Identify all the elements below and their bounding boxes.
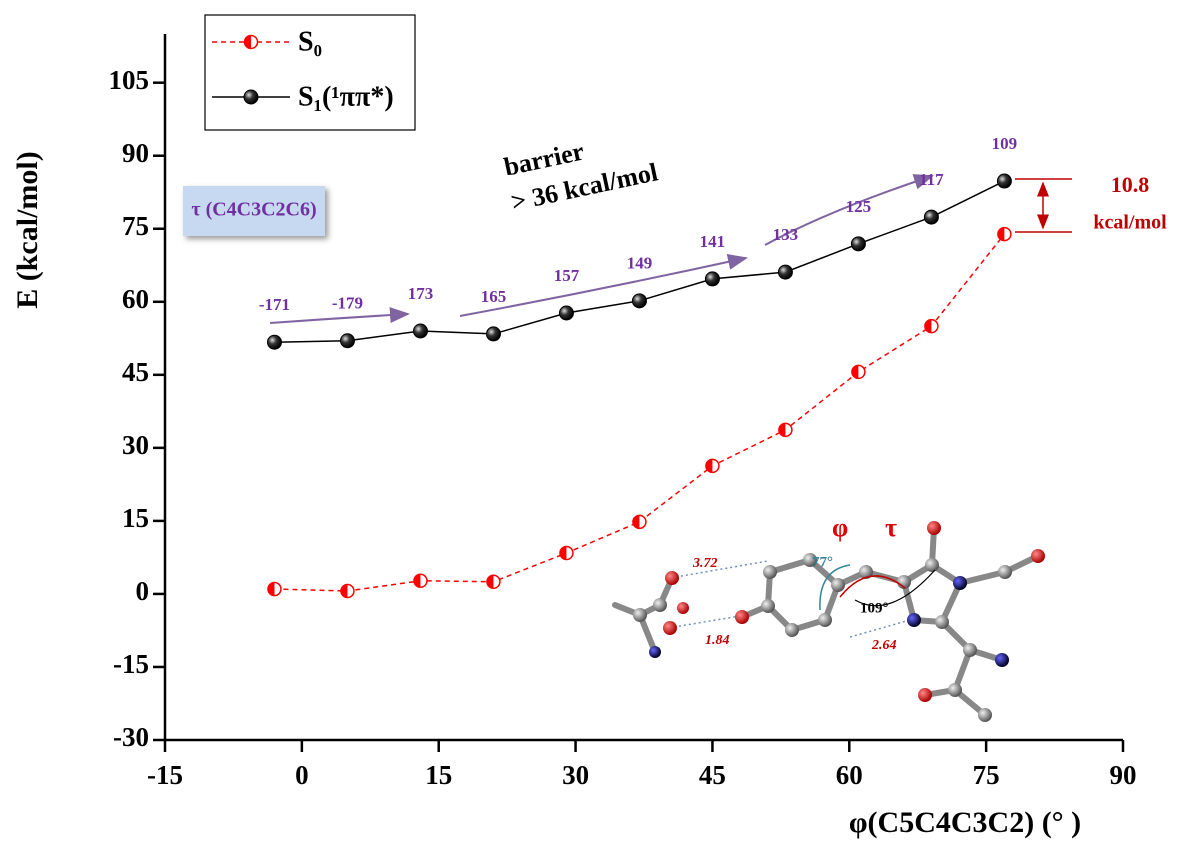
x-tick-label: -15 <box>147 760 183 790</box>
y-tick-label: 90 <box>122 138 149 168</box>
marker <box>245 36 258 49</box>
marker <box>633 515 646 528</box>
tau-label: τ <box>885 513 897 542</box>
distance-label: 3.72 <box>692 556 718 571</box>
marker <box>486 327 500 341</box>
tau-box-label: τ (C4C3C2C6) <box>191 199 316 221</box>
y-tick-label: 45 <box>122 357 149 387</box>
x-tick-label: 30 <box>562 760 589 790</box>
y-tick-label: -30 <box>113 722 149 752</box>
y-tick-label: 60 <box>122 284 149 314</box>
x-tick-label: 60 <box>836 760 863 790</box>
legend-label: S₁(¹ππ*) <box>298 81 394 112</box>
gap-unit: kcal/mol <box>1093 212 1167 234</box>
x-tick-label: 45 <box>699 760 726 790</box>
tau-label: 117 <box>919 170 944 189</box>
tau-label: 149 <box>627 254 653 273</box>
marker <box>925 320 938 333</box>
tau-label: 157 <box>554 266 580 285</box>
tau-label: 141 <box>700 232 726 251</box>
x-tick-label: 75 <box>973 760 1000 790</box>
marker <box>487 575 500 588</box>
x-axis-title: φ(C5C4C3C2) (° ) <box>849 806 1081 839</box>
marker <box>779 423 792 436</box>
tau-label: 165 <box>481 287 507 306</box>
angle-label: 77° <box>812 554 833 570</box>
marker <box>706 459 719 472</box>
tau-label: 125 <box>846 197 872 216</box>
marker <box>997 174 1011 188</box>
marker <box>268 583 281 596</box>
gap-value: 10.8 <box>1111 172 1150 197</box>
tau-label: 109 <box>992 134 1018 153</box>
marker <box>998 228 1011 241</box>
marker <box>632 294 646 308</box>
legend-label: S₀ <box>298 26 322 57</box>
y-tick-label: 15 <box>122 503 149 533</box>
distance-label: 1.84 <box>705 633 730 648</box>
x-tick-label: 90 <box>1110 760 1137 790</box>
molecule: 77° 109° φ τ 3.72 1.84 2.64 <box>615 513 1045 722</box>
gap-marker <box>1015 179 1072 232</box>
y-tick-label: 0 <box>136 576 150 606</box>
x-tick-label: 15 <box>425 760 452 790</box>
marker <box>413 324 427 338</box>
tau-label: -171 <box>259 295 290 314</box>
angle-label: 109° <box>860 600 889 616</box>
tau-label: 133 <box>773 225 799 244</box>
marker <box>560 547 573 560</box>
marker <box>924 210 938 224</box>
tau-label: 173 <box>408 284 434 303</box>
y-tick-label: -15 <box>113 649 149 679</box>
x-tick-label: 0 <box>295 760 309 790</box>
marker <box>705 272 719 286</box>
marker <box>244 90 258 104</box>
y-tick-label: 105 <box>109 65 150 95</box>
marker <box>778 265 792 279</box>
distance-label: 2.64 <box>871 638 897 653</box>
chart: E (kcal/mol) φ(C5C4C3C2) (° ) S₀ S₁(¹ππ*)… <box>0 0 1189 850</box>
marker <box>559 306 573 320</box>
marker <box>414 574 427 587</box>
marker <box>851 237 865 251</box>
phi-label: φ <box>832 513 848 542</box>
marker <box>340 334 354 348</box>
y-axis-title: E (kcal/mol) <box>11 151 44 309</box>
y-tick-label: 75 <box>122 211 149 241</box>
marker <box>341 585 354 598</box>
marker <box>267 335 281 349</box>
marker <box>852 365 865 378</box>
tau-label: -179 <box>332 294 363 313</box>
y-tick-label: 30 <box>122 430 149 460</box>
